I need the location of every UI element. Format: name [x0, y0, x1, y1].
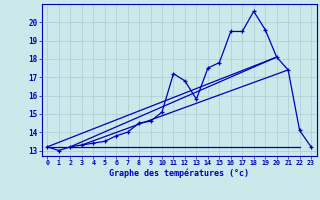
X-axis label: Graphe des températures (°c): Graphe des températures (°c): [109, 169, 249, 178]
